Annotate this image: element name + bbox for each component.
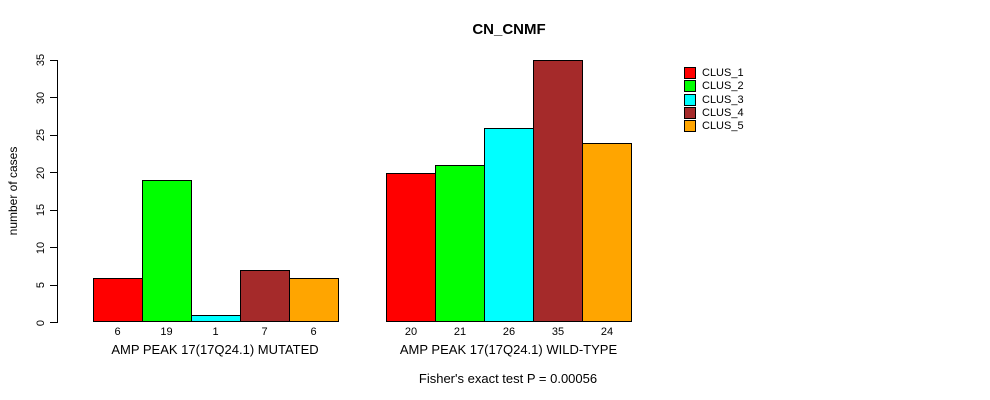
bar-clus_3-group1 (190, 315, 241, 323)
y-axis-tick-label: 25 (35, 129, 47, 142)
legend-item-label: CLUS_5 (702, 120, 744, 133)
bar-value-label: 7 (261, 326, 268, 338)
legend-swatch (684, 80, 696, 93)
legend-swatch (684, 106, 696, 119)
y-axis-tick-label: 5 (35, 281, 47, 289)
legend-item-label: CLUS_3 (702, 93, 744, 106)
bar-value-label: 24 (600, 326, 614, 338)
bar-clus_5-group1 (288, 277, 339, 323)
y-axis-tick (50, 322, 58, 323)
bar-value-label: 19 (160, 326, 173, 338)
y-axis-tick (50, 209, 58, 211)
x-axis-group-label: AMP PEAK 17(17Q24.1) MUTATED (111, 342, 319, 357)
y-axis-tick-label: 35 (35, 54, 47, 67)
y-axis-tick (50, 247, 58, 249)
y-axis-tick-label: 15 (35, 204, 47, 217)
legend-item-label: CLUS_1 (702, 67, 744, 79)
y-axis-tick (50, 59, 58, 61)
y-axis-line (57, 60, 58, 323)
y-axis-tick-label: 10 (35, 241, 47, 254)
legend-item-label: CLUS_4 (702, 106, 744, 119)
bar-clus_1-group1 (92, 277, 143, 323)
bar-clus_1-group2 (386, 172, 436, 323)
bar-value-label: 1 (212, 326, 219, 338)
y-axis-tick (50, 134, 58, 136)
y-axis-tick-label: 20 (35, 166, 47, 179)
bar-clus_5-group2 (582, 142, 632, 323)
y-axis-tick (50, 172, 58, 174)
legend-swatch (684, 93, 696, 106)
y-axis-tick (50, 284, 58, 286)
bar-clus_4-group2 (533, 60, 583, 323)
bar-clus_2-group2 (435, 165, 485, 323)
bar-value-label: 35 (551, 326, 565, 338)
bar-clus_4-group1 (239, 270, 290, 323)
y-axis-tick-label: 30 (35, 91, 47, 104)
legend-swatch (684, 67, 696, 79)
bar-value-label: 6 (114, 326, 121, 338)
bar-value-label: 26 (502, 326, 516, 338)
bar-clus_3-group2 (484, 127, 534, 323)
x-axis-group-label: AMP PEAK 17(17Q24.1) WILD-TYPE (399, 342, 618, 357)
bar-clus_2-group1 (141, 180, 192, 323)
chart-title: CN_CNMF (472, 21, 546, 38)
bar-value-label: 6 (310, 326, 317, 338)
y-axis-tick (50, 97, 58, 99)
bar-value-label: 21 (453, 326, 467, 338)
y-axis-tick-label: 0 (35, 319, 47, 326)
legend-swatch (684, 120, 696, 133)
y-axis-label: number of cases (6, 146, 20, 236)
bar-value-label: 20 (404, 326, 418, 338)
legend-item-label: CLUS_2 (702, 80, 744, 93)
fisher-test-annotation: Fisher's exact test P = 0.00056 (418, 371, 598, 386)
